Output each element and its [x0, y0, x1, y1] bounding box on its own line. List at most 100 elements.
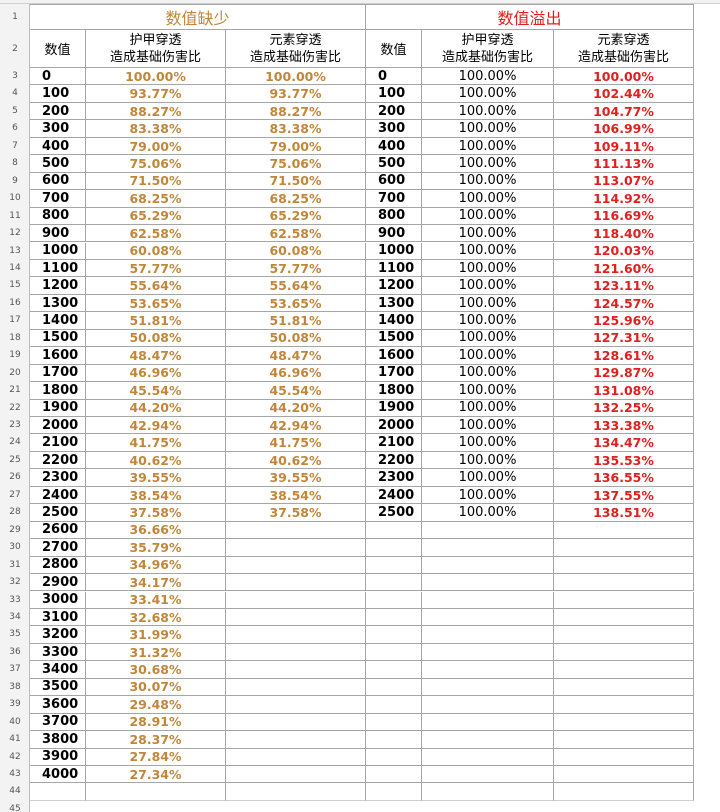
table-cell-element[interactable]: [226, 539, 366, 557]
table-cell-value[interactable]: 2400: [366, 486, 422, 505]
table-cell-armor[interactable]: 93.77%: [86, 85, 226, 103]
table-cell-value[interactable]: 200: [30, 102, 86, 121]
header-armor-penetration[interactable]: 护甲穿透 造成基础伤害比: [422, 30, 554, 68]
table-cell-element[interactable]: 88.27%: [226, 102, 366, 121]
table-cell-element[interactable]: [226, 731, 366, 749]
table-cell-element[interactable]: 102.44%: [554, 85, 694, 103]
table-cell-element[interactable]: 93.77%: [226, 85, 366, 103]
table-cell-armor[interactable]: 51.81%: [86, 312, 226, 330]
table-cell-armor[interactable]: 75.06%: [86, 155, 226, 173]
table-cell-element[interactable]: [554, 696, 694, 714]
table-cell-armor[interactable]: 68.25%: [86, 190, 226, 208]
table-cell-value[interactable]: 1800: [30, 382, 86, 400]
table-cell-value[interactable]: 600: [366, 172, 422, 191]
table-cell-value[interactable]: 600: [30, 172, 86, 191]
table-cell-value[interactable]: [366, 783, 422, 801]
table-cell-element[interactable]: 50.08%: [226, 329, 366, 348]
table-cell-armor[interactable]: 60.08%: [86, 242, 226, 260]
table-cell-element[interactable]: 37.58%: [226, 504, 366, 522]
table-cell-element[interactable]: [554, 766, 694, 784]
table-cell-element[interactable]: 128.61%: [554, 347, 694, 365]
table-cell-value[interactable]: 500: [30, 155, 86, 173]
table-cell-armor[interactable]: 100.00%: [422, 347, 554, 365]
table-cell-armor[interactable]: 34.17%: [86, 574, 226, 592]
table-cell-armor[interactable]: [422, 539, 554, 557]
table-cell-element[interactable]: [226, 766, 366, 784]
table-cell-element[interactable]: [554, 678, 694, 697]
table-cell-element[interactable]: [226, 574, 366, 592]
table-cell-value[interactable]: 1300: [366, 294, 422, 313]
table-cell-value[interactable]: [366, 643, 422, 662]
table-cell-armor[interactable]: 33.41%: [86, 591, 226, 609]
table-cell-value[interactable]: 1200: [30, 277, 86, 295]
table-cell-armor[interactable]: 100.00%: [422, 277, 554, 295]
table-cell-armor[interactable]: [422, 521, 554, 540]
table-cell-armor[interactable]: [422, 574, 554, 592]
table-cell-element[interactable]: [554, 626, 694, 644]
table-cell-armor[interactable]: 100.00%: [86, 68, 226, 86]
table-cell-value[interactable]: 2000: [366, 417, 422, 435]
table-cell-element[interactable]: 138.51%: [554, 504, 694, 522]
table-cell-armor[interactable]: 79.00%: [86, 137, 226, 156]
table-cell-armor[interactable]: 45.54%: [86, 382, 226, 400]
table-cell-element[interactable]: 75.06%: [226, 155, 366, 173]
table-cell-value[interactable]: 100: [30, 85, 86, 103]
table-cell-value[interactable]: 900: [30, 225, 86, 243]
table-cell-value[interactable]: 3000: [30, 591, 86, 609]
table-cell-element[interactable]: 38.54%: [226, 486, 366, 505]
table-cell-element[interactable]: 53.65%: [226, 294, 366, 313]
table-cell-armor[interactable]: [422, 626, 554, 644]
table-cell-element[interactable]: [226, 591, 366, 609]
table-cell-armor[interactable]: [422, 766, 554, 784]
table-cell-value[interactable]: 3900: [30, 748, 86, 766]
table-cell-armor[interactable]: 100.00%: [422, 155, 554, 173]
table-cell-element[interactable]: [554, 539, 694, 557]
table-cell-element[interactable]: 118.40%: [554, 225, 694, 243]
table-cell-armor[interactable]: [422, 748, 554, 766]
table-cell-element[interactable]: 123.11%: [554, 277, 694, 295]
table-cell-armor[interactable]: 100.00%: [422, 137, 554, 156]
header-element-penetration[interactable]: 元素穿透 造成基础伤害比: [554, 30, 694, 68]
table-cell-armor[interactable]: 100.00%: [422, 417, 554, 435]
table-cell-value[interactable]: 2200: [30, 451, 86, 470]
table-cell-value[interactable]: 3200: [30, 626, 86, 644]
table-cell-value[interactable]: 300: [30, 120, 86, 138]
table-cell-element[interactable]: [226, 626, 366, 644]
table-cell-value[interactable]: 2300: [30, 469, 86, 487]
table-cell-value[interactable]: 2100: [30, 434, 86, 452]
table-cell-element[interactable]: 135.53%: [554, 451, 694, 470]
table-cell-element[interactable]: [554, 608, 694, 627]
table-cell-armor[interactable]: 100.00%: [422, 68, 554, 86]
table-cell-element[interactable]: 104.77%: [554, 102, 694, 121]
table-cell-value[interactable]: 2400: [30, 486, 86, 505]
table-cell-value[interactable]: 1500: [366, 329, 422, 348]
table-cell-element[interactable]: 68.25%: [226, 190, 366, 208]
table-cell-value[interactable]: 2500: [30, 504, 86, 522]
table-cell-armor[interactable]: 29.48%: [86, 696, 226, 714]
table-cell-value[interactable]: [366, 713, 422, 732]
table-cell-element[interactable]: 45.54%: [226, 382, 366, 400]
table-cell-element[interactable]: [226, 696, 366, 714]
table-cell-element[interactable]: [226, 678, 366, 697]
table-cell-armor[interactable]: 65.29%: [86, 207, 226, 226]
table-cell-value[interactable]: 2200: [366, 451, 422, 470]
table-cell-value[interactable]: 1700: [366, 364, 422, 383]
table-cell-value[interactable]: [366, 574, 422, 592]
table-cell-element[interactable]: 83.38%: [226, 120, 366, 138]
table-cell-element[interactable]: 46.96%: [226, 364, 366, 383]
table-cell-element[interactable]: [554, 591, 694, 609]
table-cell-armor[interactable]: 50.08%: [86, 329, 226, 348]
table-cell-value[interactable]: [366, 608, 422, 627]
table-cell-value[interactable]: [366, 556, 422, 575]
table-cell-element[interactable]: [226, 748, 366, 766]
table-cell-element[interactable]: [226, 608, 366, 627]
table-cell-value[interactable]: 200: [366, 102, 422, 121]
table-cell-element[interactable]: [226, 783, 366, 801]
table-cell-armor[interactable]: 44.20%: [86, 399, 226, 417]
table-cell-value[interactable]: 1400: [30, 312, 86, 330]
table-cell-element[interactable]: 100.00%: [554, 68, 694, 86]
table-cell-element[interactable]: 62.58%: [226, 225, 366, 243]
table-cell-element[interactable]: 124.57%: [554, 294, 694, 313]
table-cell-armor[interactable]: 32.68%: [86, 608, 226, 627]
table-cell-value[interactable]: 900: [366, 225, 422, 243]
